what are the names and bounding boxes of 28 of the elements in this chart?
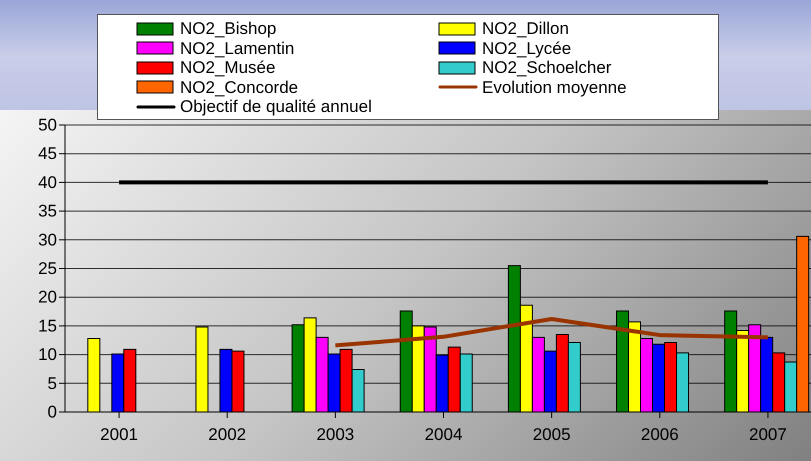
y-tick-label: 25 [38,259,57,278]
y-tick-label: 10 [38,345,57,364]
line-series [333,317,770,348]
y-tick-label: 15 [38,316,57,336]
x-tick-label: 2002 [208,425,246,444]
legend-label: NO2_Concorde [180,78,298,97]
y-tick-label: 5 [48,374,57,393]
x-tick-label: 2001 [100,425,138,444]
legend-label: NO2_Musée [180,58,276,78]
x-tick-label: 2006 [640,425,679,444]
x-tick-label: 2004 [424,425,462,444]
x-tick-label: 2007 [749,425,787,444]
legend-label: Objectif de qualité annuel [180,97,372,116]
y-tick-label: 50 [38,116,57,134]
y-tick-label: 40 [38,172,57,192]
y-tick-label: 0 [48,402,57,422]
y-tick-label: 45 [38,144,57,164]
legend-label: NO2_Schoelcher [482,58,612,78]
y-tick-label: 30 [38,230,57,250]
x-tick-label: 2005 [532,425,571,444]
legend-label: NO2_Lamentin [180,38,294,58]
y-tick-label: 35 [38,202,57,221]
legend-label: NO2_Lycée [482,38,572,58]
x-tick-label: 2003 [316,425,354,444]
legend-label: NO2_Dillon [482,19,569,38]
legend-label: NO2_Bishop [180,19,276,38]
y-tick-label: 20 [38,288,57,307]
legend-label: Evolution moyenne [482,78,627,97]
